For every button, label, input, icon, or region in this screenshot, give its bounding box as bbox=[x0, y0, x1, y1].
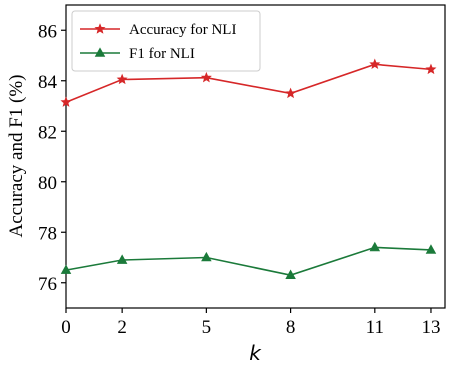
y-tick-label: 80 bbox=[38, 173, 57, 194]
data-point bbox=[425, 244, 437, 254]
data-point bbox=[60, 96, 72, 107]
series-line-1 bbox=[65, 246, 431, 277]
y-tick-label: 86 bbox=[38, 21, 57, 42]
legend-label-0: Accuracy for NLI bbox=[129, 22, 236, 38]
legend-label-1: F1 for NLI bbox=[129, 46, 195, 62]
x-tick-label: 0 bbox=[61, 317, 71, 338]
legend: Accuracy for NLI F1 for NLI bbox=[71, 10, 261, 72]
x-tick-label: 11 bbox=[366, 317, 384, 338]
data-point bbox=[369, 58, 381, 70]
x-tick-label: 8 bbox=[286, 317, 296, 338]
legend-box bbox=[71, 10, 261, 72]
x-axis-label: k bbox=[249, 341, 262, 365]
x-tick-label: 5 bbox=[202, 317, 212, 338]
data-point bbox=[285, 269, 296, 279]
data-point bbox=[369, 241, 381, 252]
x-axis: 0 2 5 8 11 13 bbox=[61, 308, 440, 338]
series-layer bbox=[60, 58, 437, 279]
x-tick-label: 2 bbox=[117, 317, 127, 338]
y-axis-label: Accuracy and F1 (%) bbox=[6, 74, 27, 237]
y-tick-label: 84 bbox=[38, 72, 58, 93]
data-point bbox=[200, 71, 212, 83]
legend-items: Accuracy for NLI F1 for NLI bbox=[80, 22, 236, 62]
legend-marker-0 bbox=[94, 23, 106, 34]
y-tick-label: 76 bbox=[38, 274, 57, 295]
data-point bbox=[60, 264, 72, 274]
legend-marker-1 bbox=[94, 47, 106, 57]
data-point bbox=[116, 254, 128, 264]
x-tick-label: 13 bbox=[421, 317, 440, 338]
data-point bbox=[425, 63, 437, 75]
data-point bbox=[201, 251, 212, 262]
y-tick-label: 82 bbox=[38, 122, 57, 143]
data-point bbox=[285, 87, 297, 99]
y-tick-label: 78 bbox=[38, 223, 57, 244]
y-axis: 76 78 80 82 84 86 bbox=[38, 21, 66, 295]
series-line-0 bbox=[65, 63, 432, 103]
data-point bbox=[116, 73, 128, 85]
